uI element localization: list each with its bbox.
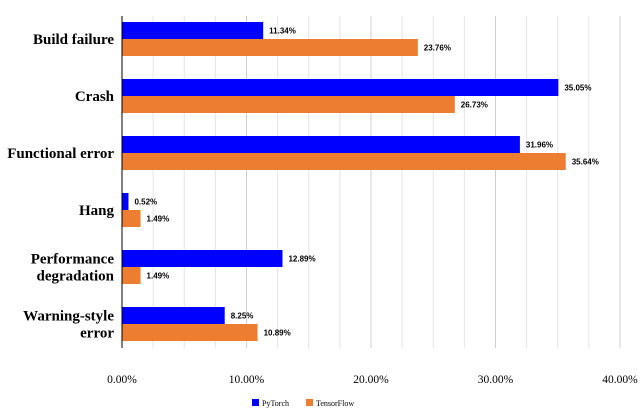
x-tick-label: 0.00%	[107, 374, 137, 386]
data-label-tensorflow-0: 23.76%	[424, 44, 451, 53]
bar-tensorflow-4	[122, 267, 141, 284]
category-label: Build failure	[33, 32, 114, 48]
category-label: degradation	[36, 269, 114, 285]
data-label-pytorch-1: 35.05%	[564, 84, 591, 93]
data-label-pytorch-0: 11.34%	[269, 27, 296, 36]
bar-tensorflow-5	[122, 324, 258, 341]
bars	[122, 22, 566, 341]
bar-tensorflow-2	[122, 153, 566, 170]
x-tick-label: 10.00%	[229, 374, 265, 386]
category-label: Performance	[31, 252, 115, 268]
bar-pytorch-1	[122, 79, 559, 96]
legend: PyTorch TensorFlow	[252, 399, 354, 408]
legend-swatch-pytorch	[252, 399, 259, 406]
legend-label-pytorch: PyTorch	[262, 399, 289, 408]
bar-pytorch-3	[122, 193, 129, 210]
x-tick-label: 20.00%	[353, 374, 389, 386]
x-axis: 0.00% 10.00% 20.00% 30.00% 40.00%	[107, 16, 638, 386]
category-label: error	[80, 326, 114, 342]
category-label: Warning-style	[23, 309, 114, 325]
category-labels: Build failure Crash Functional error Hang Pe…	[7, 32, 114, 342]
bar-tensorflow-1	[122, 96, 455, 113]
bar-pytorch-5	[122, 307, 225, 324]
data-label-tensorflow-3: 1.49%	[147, 215, 170, 224]
data-label-tensorflow-2: 35.64%	[572, 158, 599, 167]
legend-swatch-tensorflow	[306, 399, 313, 406]
data-label-tensorflow-5: 10.89%	[264, 329, 291, 338]
bar-tensorflow-0	[122, 39, 418, 56]
bar-pytorch-0	[122, 22, 264, 39]
data-label-pytorch-5: 8.25%	[231, 312, 254, 321]
bar-pytorch-4	[122, 250, 283, 267]
data-label-pytorch-3: 0.52%	[134, 198, 157, 207]
legend-label-tensorflow: TensorFlow	[316, 399, 354, 408]
data-label-tensorflow-4: 1.49%	[147, 272, 170, 281]
data-label-pytorch-2: 31.96%	[526, 141, 553, 150]
category-label: Functional error	[7, 146, 114, 162]
category-label: Crash	[75, 89, 115, 105]
bar-pytorch-2	[122, 136, 520, 153]
data-label-tensorflow-1: 26.73%	[461, 101, 488, 110]
bar-tensorflow-3	[122, 210, 141, 227]
x-tick-label: 30.00%	[478, 374, 514, 386]
category-label: Hang	[79, 203, 115, 219]
x-tick-label: 40.00%	[602, 374, 638, 386]
data-label-pytorch-4: 12.89%	[288, 255, 315, 264]
data-labels: 11.34% 35.05% 31.96% 0.52% 12.89% 8.25% 23.76%…	[134, 27, 598, 338]
gridlines	[121, 16, 621, 348]
